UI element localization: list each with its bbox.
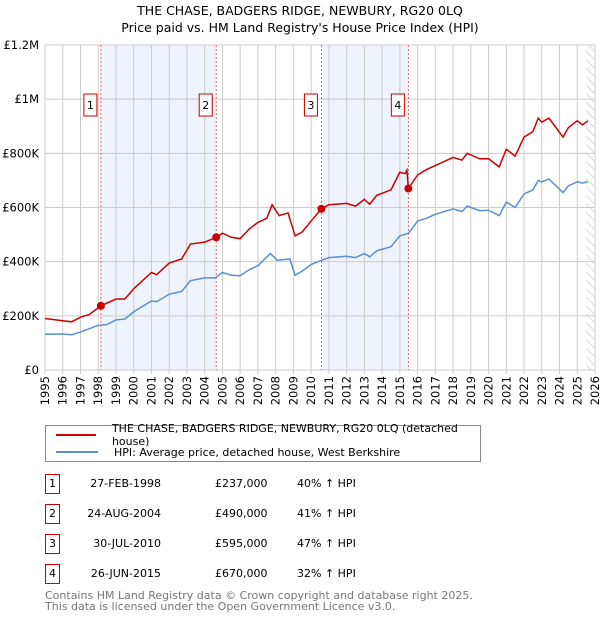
transaction-marker: 1 xyxy=(45,474,60,494)
x-tick-label: 2012 xyxy=(340,376,354,405)
chart-title: THE CHASE, BADGERS RIDGE, NEWBURY, RG20 … xyxy=(137,3,463,18)
y-tick-label: £200K xyxy=(2,309,39,323)
transaction-date: 30-JUL-2010 xyxy=(93,537,161,550)
sale-marker-box xyxy=(198,93,213,117)
x-tick-label: 2026 xyxy=(588,376,600,405)
sale-marker-label: 4 xyxy=(394,99,401,112)
legend: THE CHASE, BADGERS RIDGE, NEWBURY, RG20 … xyxy=(45,422,481,462)
x-tick-label: 2000 xyxy=(127,376,141,405)
x-tick-label: 1996 xyxy=(56,376,70,405)
x-tick-label: 2011 xyxy=(322,376,336,405)
transaction-hpi: 47% ↑ HPI xyxy=(297,537,356,550)
x-tick-label: 2021 xyxy=(499,376,513,405)
sale-point xyxy=(96,301,105,310)
transaction-marker: 3 xyxy=(45,534,60,554)
transaction-row: 3 30-JUL-2010 £595,000 47% ↑ HPI xyxy=(45,534,545,554)
x-tick-label: 2023 xyxy=(535,376,549,405)
x-tick-label: 2005 xyxy=(215,376,229,405)
sale-marker-box xyxy=(303,93,318,117)
transaction-hpi: 40% ↑ HPI xyxy=(297,477,356,490)
red-line-swatch xyxy=(56,434,96,436)
transaction-date: 24-AUG-2004 xyxy=(87,507,161,520)
x-tick-label: 2020 xyxy=(482,376,496,405)
transaction-hpi: 41% ↑ HPI xyxy=(297,507,356,520)
x-tick-label: 2003 xyxy=(180,376,194,405)
x-tick-label: 2025 xyxy=(570,376,584,405)
y-tick-label: £600K xyxy=(2,201,39,215)
transaction-price: £490,000 xyxy=(215,507,268,520)
transaction-marker: 2 xyxy=(45,504,60,524)
x-tick-label: 1995 xyxy=(38,376,52,405)
x-tick-label: 2010 xyxy=(304,376,318,405)
x-tick-label: 2004 xyxy=(198,376,212,405)
transaction-row: 4 26-JUN-2015 £670,000 32% ↑ HPI xyxy=(45,564,545,584)
x-tick-label: 1997 xyxy=(73,376,87,405)
footer-licence: This data is licensed under the Open Gov… xyxy=(45,600,396,613)
legend-item-hpi: HPI: Average price, detached house, West… xyxy=(56,444,400,460)
x-tick-label: 2016 xyxy=(411,376,425,405)
x-tick-label: 2015 xyxy=(393,376,407,405)
x-tick-label: 2013 xyxy=(357,376,371,405)
transaction-date: 27-FEB-1998 xyxy=(90,477,161,490)
x-tick-label: 2019 xyxy=(464,376,478,405)
transaction-hpi: 32% ↑ HPI xyxy=(297,567,356,580)
x-tick-label: 2006 xyxy=(233,376,247,405)
sale-point xyxy=(404,184,413,193)
hpi-line xyxy=(44,178,589,336)
transaction-marker: 4 xyxy=(45,564,60,584)
sale-marker-label: 2 xyxy=(202,99,209,112)
sale-point xyxy=(317,204,326,213)
x-tick-label: 2009 xyxy=(286,376,300,405)
blue-line-swatch xyxy=(56,451,98,453)
transaction-row: 2 24-AUG-2004 £490,000 41% ↑ HPI xyxy=(45,504,545,524)
y-tick-label: £1M xyxy=(14,92,39,106)
legend-label: HPI: Average price, detached house, West… xyxy=(114,445,401,459)
footer-copyright: Contains HM Land Registry data © Crown c… xyxy=(45,589,473,602)
y-tick-label: £400K xyxy=(2,255,39,269)
legend-item-property: THE CHASE, BADGERS RIDGE, NEWBURY, RG20 … xyxy=(56,422,480,448)
sale-marker-box xyxy=(83,93,98,117)
x-tick-label: 2018 xyxy=(446,376,460,405)
plot-frame xyxy=(44,44,596,371)
sale-marker-label: 3 xyxy=(307,99,314,112)
x-tick-label: 2017 xyxy=(428,376,442,405)
x-tick-label: 2001 xyxy=(144,376,158,405)
x-tick-label: 2022 xyxy=(517,376,531,405)
sale-marker-box xyxy=(390,93,405,117)
x-tick-label: 2007 xyxy=(251,376,265,405)
y-tick-label: £1.2M xyxy=(3,38,39,52)
x-tick-label: 2002 xyxy=(162,376,176,405)
y-tick-label: £0 xyxy=(24,363,39,377)
sale-point xyxy=(212,233,221,242)
y-tick-label: £800K xyxy=(2,146,39,160)
property-price-line xyxy=(44,116,589,323)
sale-marker-label: 1 xyxy=(87,99,94,112)
x-tick-label: 2024 xyxy=(553,376,567,405)
transaction-price: £237,000 xyxy=(215,477,268,490)
x-tick-label: 1999 xyxy=(109,376,123,405)
transaction-row: 1 27-FEB-1998 £237,000 40% ↑ HPI xyxy=(45,474,545,494)
price-chart: 1995 1996 1997 1998 1999 2000 2001 2002 2003 2004… xyxy=(2,38,600,405)
x-tick-label: 2014 xyxy=(375,376,389,405)
transaction-price: £595,000 xyxy=(215,537,268,550)
x-tick-label: 2008 xyxy=(269,376,283,405)
transaction-date: 26-JUN-2015 xyxy=(90,567,161,580)
chart-subtitle: Price paid vs. HM Land Registry's House … xyxy=(121,20,479,35)
transaction-price: £670,000 xyxy=(215,567,268,580)
legend-label: THE CHASE, BADGERS RIDGE, NEWBURY, RG20 … xyxy=(111,422,458,448)
x-tick-label: 1998 xyxy=(91,376,105,405)
